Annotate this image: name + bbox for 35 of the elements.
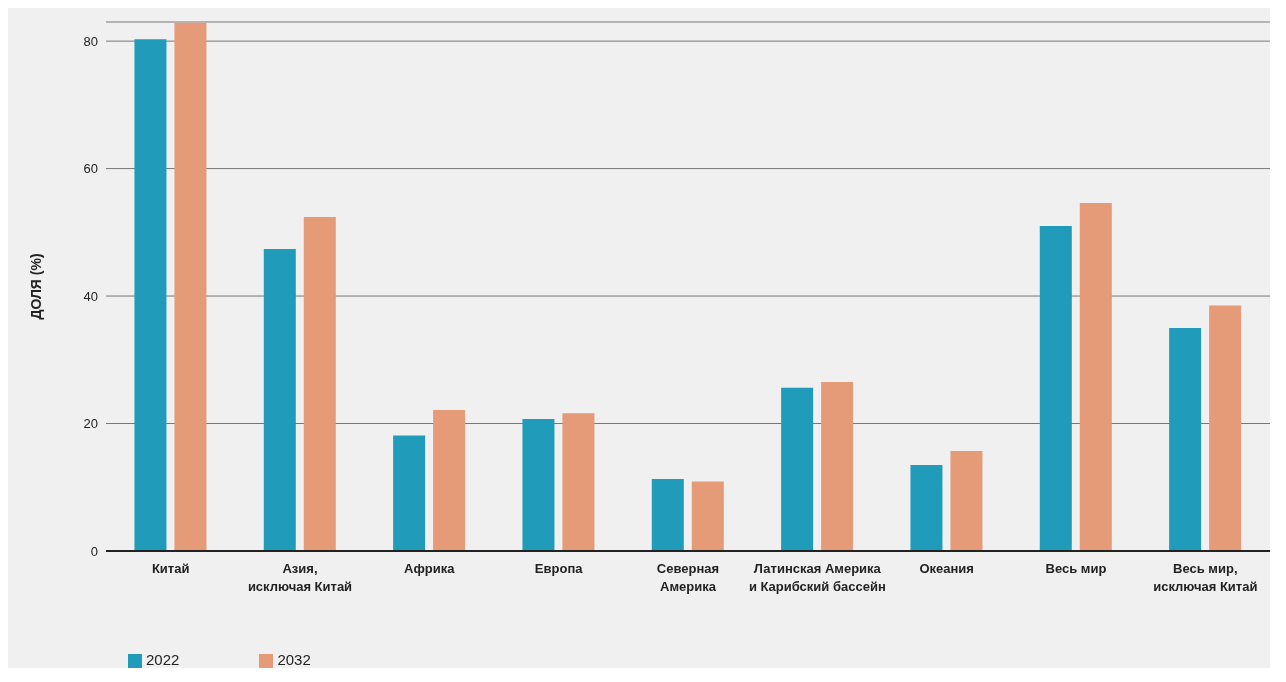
x-tick-label: Весь мир, исключая Китай [1153, 560, 1258, 594]
x-tick-label: Африка [404, 560, 456, 576]
x-tick-label: Северная Америка [656, 560, 720, 594]
bar [393, 435, 426, 551]
y-tick-label: 40 [83, 288, 98, 304]
bar [433, 410, 466, 551]
x-tick-label: Океания [919, 560, 974, 576]
y-tick-label: 60 [83, 161, 98, 177]
bar [1079, 203, 1112, 551]
y-tick-label: 0 [90, 543, 98, 559]
legend-label: 2022 [146, 650, 180, 668]
y-axis-title: ДОЛЯ (%) [27, 253, 44, 320]
x-tick-label: Латинская Америка и Карибский бассейн [748, 560, 886, 594]
y-tick-label: 80 [83, 33, 98, 49]
bar [691, 481, 724, 551]
bar [1209, 305, 1242, 551]
x-tick-label: Азия, исключая Китай [247, 560, 353, 594]
x-tick-label: Китай [151, 560, 190, 576]
bar [522, 419, 555, 551]
bar [821, 382, 854, 551]
bar [950, 450, 983, 551]
bar [134, 39, 167, 551]
legend-label: 2032 [277, 650, 311, 668]
x-tick-label: Весь мир [1045, 560, 1107, 576]
bar [1039, 225, 1072, 551]
bar [781, 387, 814, 551]
bar [263, 248, 296, 551]
bar [910, 464, 943, 551]
x-tick-label: Европа [534, 560, 584, 576]
bar [651, 478, 684, 551]
bar [174, 22, 207, 551]
bar [303, 217, 336, 551]
y-tick-label: 20 [83, 416, 98, 432]
bar [562, 413, 595, 551]
bar [1169, 327, 1202, 551]
